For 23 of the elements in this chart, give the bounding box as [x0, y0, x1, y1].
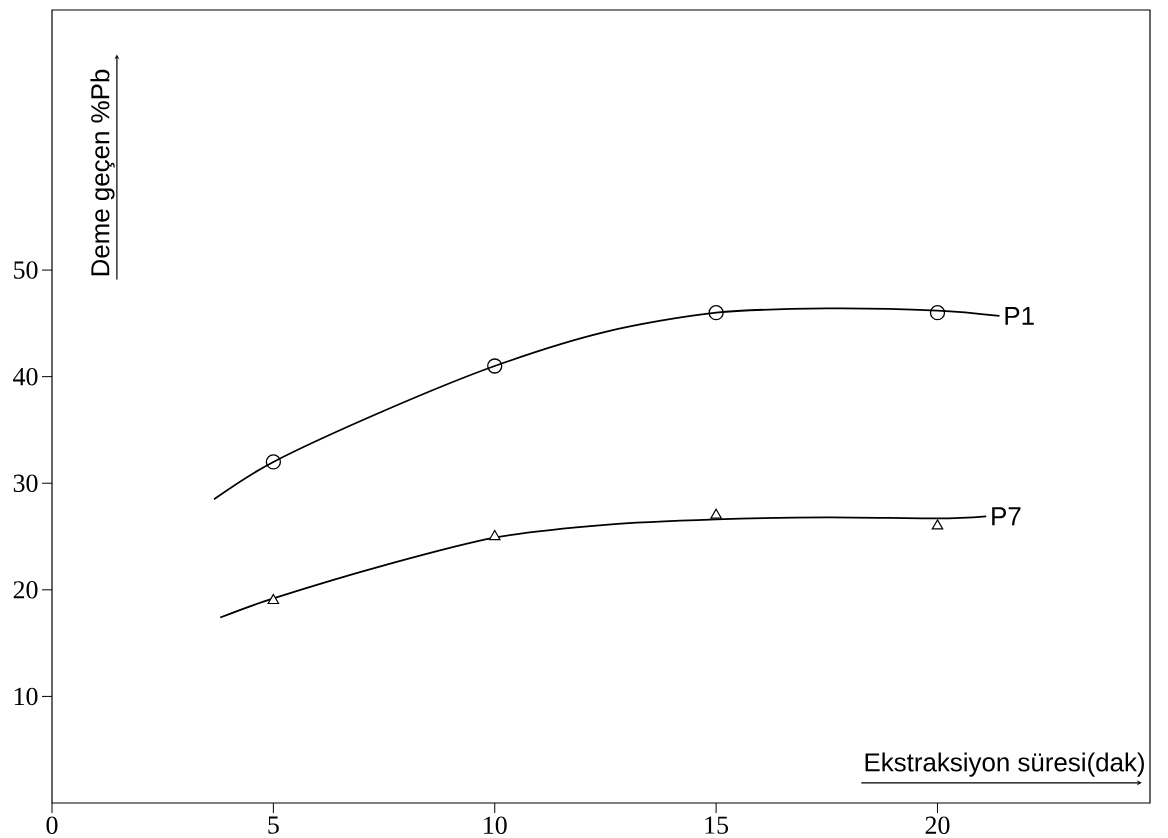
x-axis-title: Ekstraksiyon süresi(dak)	[865, 752, 1144, 777]
y-tick-label: 40	[13, 367, 38, 386]
point	[265, 454, 282, 470]
point	[708, 305, 724, 321]
x-tick-label: 15	[705, 816, 729, 834]
y-axis-title: Deme geçen %Pb	[90, 69, 115, 276]
point	[487, 358, 503, 374]
x-tick-label: 0	[46, 816, 58, 834]
y-tick-label: 50	[14, 261, 38, 279]
point	[267, 593, 280, 605]
y-tick-label: 10	[14, 687, 38, 706]
x-tick-label: 10	[484, 816, 507, 834]
x-tick-label: 5	[268, 816, 279, 834]
x-tick-label: 20	[925, 816, 950, 834]
line-series	[213, 307, 1001, 501]
series-label: P7	[992, 507, 1021, 526]
point	[931, 519, 944, 530]
series-label: P1	[1005, 306, 1034, 325]
point	[929, 305, 946, 321]
point	[710, 508, 722, 519]
point	[488, 529, 501, 541]
y-tick-label: 20	[13, 581, 38, 599]
y-tick-label: 30	[13, 474, 38, 492]
